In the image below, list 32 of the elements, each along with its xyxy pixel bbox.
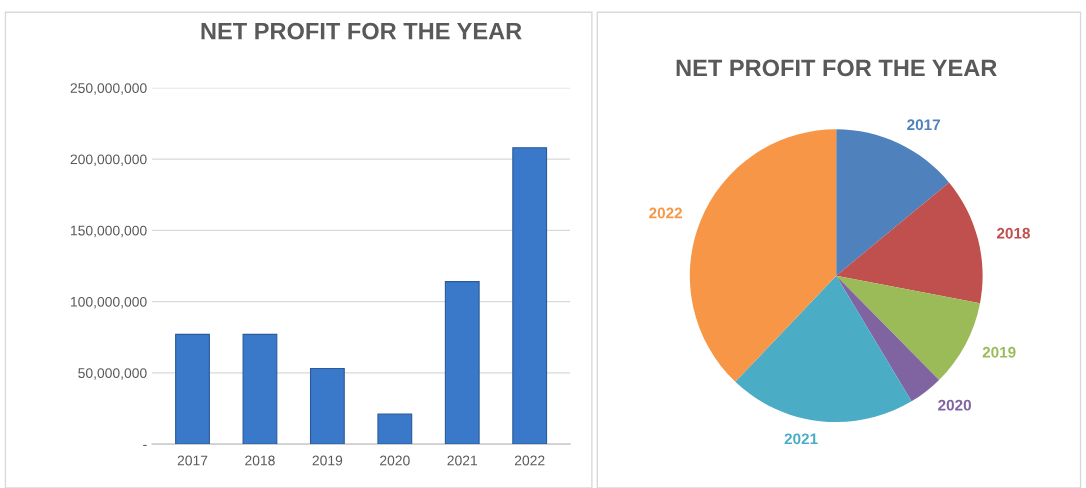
pie-slice xyxy=(735,275,912,423)
bar xyxy=(242,333,278,445)
pie-slice xyxy=(689,129,837,382)
y-tick-label: 150,000,000 xyxy=(71,225,147,238)
slice-label: 2022 xyxy=(649,207,682,219)
slice-label: 2021 xyxy=(784,433,818,445)
x-tick-label: 2020 xyxy=(380,455,410,466)
slice-label: 2019 xyxy=(982,346,1016,358)
x-tick-label: 2019 xyxy=(312,455,343,466)
bar xyxy=(444,281,480,445)
slice-label: 2018 xyxy=(996,227,1030,239)
y-tick-label: 250,000,000 xyxy=(70,83,147,95)
y-tick-label: - xyxy=(143,444,147,446)
bar xyxy=(377,413,413,445)
y-tick-label: 200,000,000 xyxy=(70,154,147,166)
pie-slice xyxy=(836,129,950,276)
y-tick-label: 100,000,000 xyxy=(71,296,147,309)
pie-slice xyxy=(836,275,940,402)
x-tick-label: 2022 xyxy=(514,455,545,466)
chart-title: NET PROFIT FOR THE YEAR xyxy=(201,22,522,40)
y-tick-label: 50,000,000 xyxy=(78,368,147,380)
chart-title: NET PROFIT FOR THE YEAR xyxy=(676,59,997,77)
x-tick-label: 2017 xyxy=(177,455,208,466)
pie-slice xyxy=(836,275,981,380)
bar xyxy=(512,147,548,445)
x-tick-label: 2021 xyxy=(447,455,478,466)
slice-label: 2020 xyxy=(938,399,971,411)
x-tick-label: 2018 xyxy=(245,455,275,466)
slice-label: 2017 xyxy=(907,119,940,131)
pie-slice xyxy=(836,182,983,304)
bar xyxy=(309,368,345,445)
bar xyxy=(175,333,210,445)
